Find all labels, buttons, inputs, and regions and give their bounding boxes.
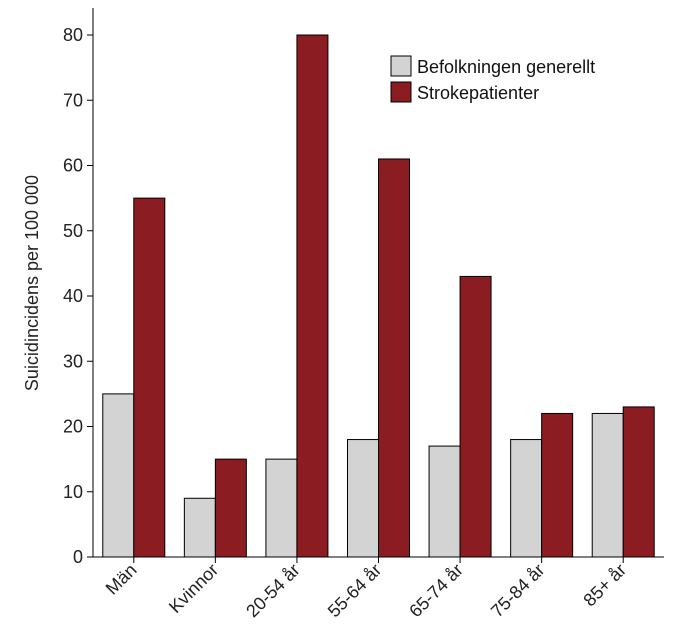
legend-label: Strokepatienter bbox=[417, 83, 539, 103]
bar-befolkningen bbox=[265, 458, 298, 558]
x-tick-label: 85+ år bbox=[579, 560, 630, 611]
bar-strokepatienter bbox=[459, 275, 492, 558]
legend-swatch bbox=[390, 81, 412, 103]
y-axis-title: Suicidincidens per 100 000 bbox=[22, 175, 42, 391]
legend-label: Befolkningen generellt bbox=[417, 57, 595, 77]
bar-befolkningen bbox=[102, 393, 135, 558]
y-tick-label: 70 bbox=[63, 90, 83, 110]
x-tick-label: 75-84 år bbox=[487, 560, 549, 622]
x-tick-label: Kvinnor bbox=[165, 560, 222, 617]
y-tick-label: 10 bbox=[63, 482, 83, 502]
bar-strokepatienter bbox=[541, 412, 574, 558]
bars-group bbox=[102, 34, 655, 558]
x-ticks-group: Män Kvinnor 20-54 år 55-64 år 65-74 år 75-84 … bbox=[102, 557, 630, 621]
y-tick-label: 30 bbox=[63, 351, 83, 371]
y-tick-label: 40 bbox=[63, 286, 83, 306]
bar-strokepatienter bbox=[622, 406, 655, 558]
y-ticks-group: 0 10 20 30 40 50 60 70 80 bbox=[63, 25, 93, 567]
x-tick-label: 65-74 år bbox=[405, 560, 467, 622]
y-tick-label: 50 bbox=[63, 221, 83, 241]
legend-swatch bbox=[390, 55, 412, 77]
x-tick-label: 55-64 år bbox=[324, 560, 386, 622]
bar-befolkningen bbox=[183, 497, 216, 558]
y-tick-label: 0 bbox=[73, 547, 83, 567]
x-tick-label: 20-54 år bbox=[242, 560, 304, 622]
bar-befolkningen bbox=[510, 439, 543, 558]
bar-strokepatienter bbox=[133, 197, 166, 558]
bar-befolkningen bbox=[591, 412, 624, 558]
x-tick-label: Män bbox=[102, 560, 141, 599]
bar-befolkningen bbox=[347, 439, 379, 558]
y-tick-label: 80 bbox=[63, 25, 83, 45]
bar-strokepatienter bbox=[378, 158, 410, 558]
bar-strokepatienter bbox=[296, 34, 329, 558]
legend: Befolkningen generellt Strokepatienter bbox=[390, 55, 595, 103]
y-tick-label: 60 bbox=[63, 156, 83, 176]
bar-strokepatienter bbox=[214, 458, 247, 558]
y-tick-label: 20 bbox=[63, 417, 83, 437]
bar-befolkningen bbox=[428, 445, 461, 558]
